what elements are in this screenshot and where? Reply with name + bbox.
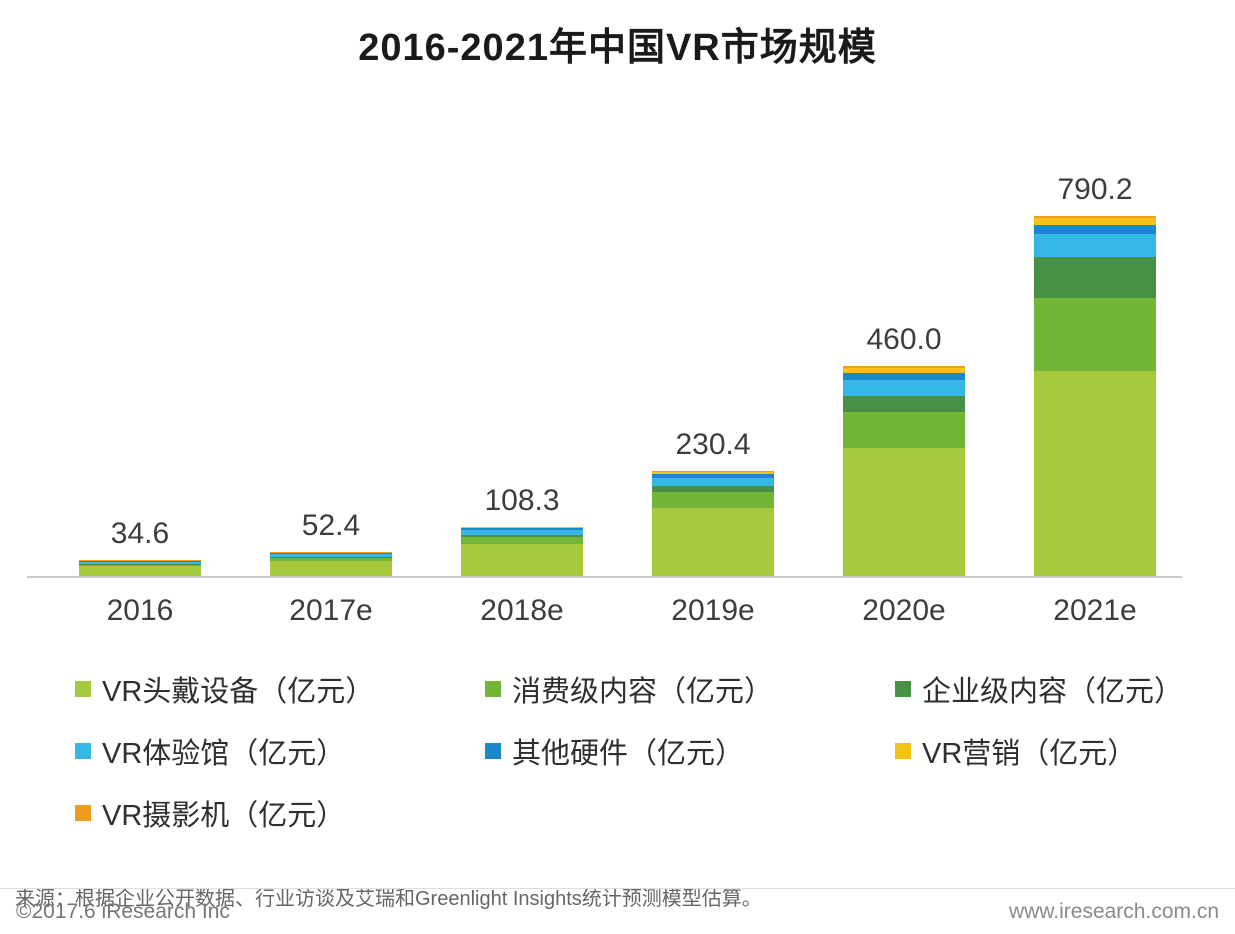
bar-segment-vr-marketing	[652, 472, 774, 475]
bar-column-2019e: 230.4 2019e	[628, 156, 798, 628]
legend-swatch-consumer-content	[485, 681, 501, 697]
bar-total-label: 34.6	[110, 517, 170, 551]
bar-stack	[461, 526, 583, 576]
bar-total-label: 108.3	[484, 483, 560, 517]
bar-stack	[843, 366, 965, 576]
category-label: 2016	[106, 594, 174, 627]
legend-label: 企业级内容（亿元）	[922, 676, 1184, 708]
legend-item-vr-camera: VR摄影机（亿元）	[75, 792, 485, 834]
legend-swatch-enterprise-content	[895, 681, 911, 697]
bar-segment-vr-headset	[1034, 371, 1156, 576]
legend-item-vr-experience-hall: VR体验馆（亿元）	[75, 730, 485, 772]
bar-segment-other-hardware	[79, 561, 201, 562]
bar-column-upper: 108.3	[461, 156, 583, 576]
category-label: 2018e	[480, 594, 564, 627]
legend-swatch-other-hardware	[485, 743, 501, 759]
bar-segment-vr-experience-hall	[461, 530, 583, 535]
category-label: 2017e	[289, 594, 373, 627]
bar-stack	[652, 471, 774, 576]
bar-stack	[79, 560, 201, 576]
bar-segment-vr-experience-hall	[652, 478, 774, 487]
bar-segment-other-hardware	[843, 373, 965, 381]
website-text: www.iresearch.com.cn	[1008, 899, 1219, 923]
bar-segment-enterprise-content	[270, 557, 392, 559]
legend-label: VR头戴设备（亿元）	[102, 676, 375, 708]
bar-segment-vr-camera	[652, 471, 774, 473]
bar-total-label: 52.4	[301, 509, 361, 543]
bar-segment-vr-headset	[652, 507, 774, 576]
bar-segment-other-hardware	[652, 474, 774, 479]
bar-segment-consumer-content	[270, 558, 392, 562]
bar-segment-other-hardware	[270, 553, 392, 555]
legend-item-vr-marketing: VR营销（亿元）	[895, 730, 1235, 772]
bar-column-2017e: 52.4 2017e	[246, 156, 416, 628]
bar-segment-consumer-content	[1034, 298, 1156, 371]
bar-total-label: 230.4	[675, 428, 751, 462]
bar-total-label: 790.2	[1057, 173, 1133, 207]
footer: ©2017.6 iResearch Inc www.iresearch.com.…	[0, 888, 1235, 934]
bar-segment-vr-headset	[843, 448, 965, 576]
bar-segment-enterprise-content	[843, 396, 965, 412]
bar-segment-vr-marketing	[843, 367, 965, 374]
bar-segment-vr-experience-hall	[843, 380, 965, 397]
bar-segment-consumer-content	[843, 412, 965, 449]
bar-segment-enterprise-content	[652, 486, 774, 492]
bar-segment-vr-headset	[270, 561, 392, 576]
category-label: 2021e	[1053, 594, 1137, 627]
bar-segment-consumer-content	[79, 564, 201, 567]
category-label: 2019e	[671, 594, 755, 627]
legend: VR头戴设备（亿元） 消费级内容（亿元） 企业级内容（亿元） VR体验馆（亿元） 其他硬…	[75, 668, 1235, 834]
bar-segment-vr-camera	[1034, 216, 1156, 218]
chart-title: 2016-2021年中国VR市场规模	[358, 27, 877, 69]
bar-column-upper: 230.4	[652, 156, 774, 576]
bar-columns: 34.6 2016 52.4 2017e 108.3 2018e 230.4 2019e 460…	[55, 156, 1180, 628]
bar-column-2020e: 460.0 2020e	[819, 156, 989, 628]
bar-column-upper: 52.4	[270, 156, 392, 576]
legend-label: 其他硬件（亿元）	[512, 738, 745, 770]
bar-segment-vr-camera	[461, 526, 583, 528]
legend-item-consumer-content: 消费级内容（亿元）	[485, 668, 895, 710]
bar-segment-enterprise-content	[461, 534, 583, 538]
legend-label: VR摄影机（亿元）	[102, 800, 346, 832]
stacked-bar-chart: 34.6 2016 52.4 2017e 108.3 2018e 230.4 2019e 460…	[27, 156, 1182, 628]
bar-segment-other-hardware	[1034, 225, 1156, 235]
bar-segment-vr-headset	[79, 566, 201, 576]
bar-segment-consumer-content	[461, 537, 583, 545]
bar-total-label: 460.0	[866, 323, 942, 357]
bar-column-upper: 460.0	[843, 156, 965, 576]
bar-column-upper: 34.6	[79, 156, 201, 576]
bar-segment-vr-marketing	[461, 527, 583, 529]
legend-swatch-vr-camera	[75, 805, 91, 821]
bar-column-2016: 34.6 2016	[55, 156, 225, 628]
x-axis-line	[27, 576, 1182, 578]
legend-item-other-hardware: 其他硬件（亿元）	[485, 730, 895, 772]
bar-segment-vr-camera	[843, 366, 965, 368]
bar-segment-vr-headset	[461, 544, 583, 576]
bar-segment-vr-marketing	[1034, 217, 1156, 226]
bar-segment-vr-experience-hall	[79, 561, 201, 564]
bar-segment-vr-experience-hall	[270, 554, 392, 558]
legend-item-vr-headset: VR头戴设备（亿元）	[75, 668, 485, 710]
bar-segment-vr-marketing	[270, 552, 392, 554]
bar-column-2021e: 790.2 2021e	[1010, 156, 1180, 628]
bar-segment-vr-experience-hall	[1034, 234, 1156, 258]
legend-label: VR体验馆（亿元）	[102, 738, 346, 770]
legend-swatch-vr-experience-hall	[75, 743, 91, 759]
bar-stack	[270, 552, 392, 576]
bar-column-2018e: 108.3 2018e	[437, 156, 607, 628]
legend-swatch-vr-headset	[75, 681, 91, 697]
bar-segment-enterprise-content	[79, 563, 201, 565]
legend-label: 消费级内容（亿元）	[512, 676, 774, 708]
legend-swatch-vr-marketing	[895, 743, 911, 759]
legend-label: VR营销（亿元）	[922, 738, 1137, 770]
bar-column-upper: 790.2	[1034, 156, 1156, 576]
bar-segment-enterprise-content	[1034, 257, 1156, 299]
category-label: 2020e	[862, 594, 946, 627]
bar-stack	[1034, 216, 1156, 576]
bar-segment-consumer-content	[652, 491, 774, 508]
copyright-text: ©2017.6 iResearch Inc	[16, 899, 230, 923]
bar-segment-other-hardware	[461, 528, 583, 531]
source-note: 来源：根据企业公开数据、行业访谈及艾瑞和Greenlight Insights统…	[15, 888, 762, 910]
legend-item-enterprise-content: 企业级内容（亿元）	[895, 668, 1235, 710]
